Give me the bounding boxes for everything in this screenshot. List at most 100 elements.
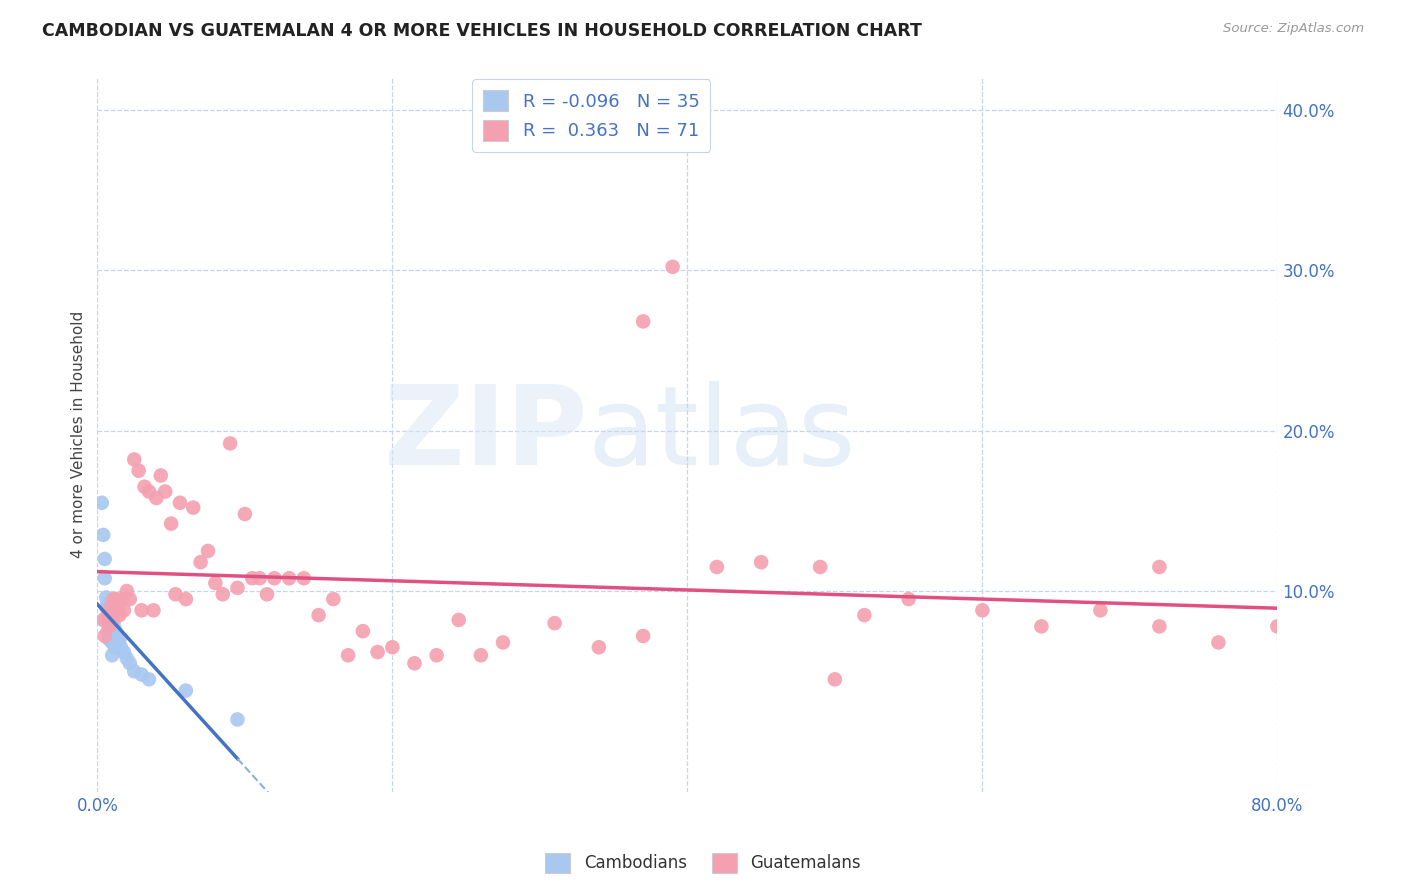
Point bbox=[101, 613, 124, 627]
Point bbox=[190, 555, 212, 569]
Point bbox=[96, 591, 118, 605]
Point bbox=[367, 645, 389, 659]
Point bbox=[308, 608, 330, 623]
Point bbox=[972, 603, 994, 617]
Point bbox=[122, 665, 145, 679]
Point bbox=[100, 608, 122, 623]
Point bbox=[588, 640, 610, 655]
Point bbox=[104, 640, 127, 655]
Point bbox=[226, 713, 249, 727]
Point bbox=[93, 552, 115, 566]
Point bbox=[256, 587, 278, 601]
Point bbox=[233, 507, 256, 521]
Point bbox=[426, 648, 449, 663]
Point bbox=[1149, 560, 1171, 574]
Point bbox=[219, 436, 242, 450]
Point bbox=[97, 624, 120, 639]
Point bbox=[211, 587, 233, 601]
Point bbox=[96, 600, 118, 615]
Point bbox=[112, 603, 135, 617]
Point bbox=[263, 571, 285, 585]
Point bbox=[98, 603, 121, 617]
Point bbox=[103, 592, 125, 607]
Point bbox=[107, 600, 129, 615]
Point bbox=[149, 468, 172, 483]
Point bbox=[661, 260, 683, 274]
Point bbox=[165, 587, 187, 601]
Point bbox=[103, 635, 125, 649]
Point bbox=[131, 667, 153, 681]
Point bbox=[404, 657, 426, 671]
Point bbox=[138, 484, 160, 499]
Point bbox=[749, 555, 772, 569]
Point bbox=[96, 613, 118, 627]
Point bbox=[104, 603, 127, 617]
Point bbox=[105, 629, 128, 643]
Y-axis label: 4 or more Vehicles in Household: 4 or more Vehicles in Household bbox=[72, 311, 86, 558]
Point bbox=[174, 683, 197, 698]
Point bbox=[352, 624, 374, 639]
Point bbox=[97, 608, 120, 623]
Point bbox=[197, 544, 219, 558]
Point bbox=[118, 657, 141, 671]
Point bbox=[808, 560, 831, 574]
Point bbox=[101, 613, 124, 627]
Point bbox=[204, 576, 226, 591]
Text: Source: ZipAtlas.com: Source: ZipAtlas.com bbox=[1223, 22, 1364, 36]
Point bbox=[100, 629, 122, 643]
Point bbox=[134, 480, 156, 494]
Point bbox=[97, 608, 120, 623]
Point bbox=[98, 619, 121, 633]
Point bbox=[101, 648, 124, 663]
Point bbox=[91, 613, 114, 627]
Point bbox=[90, 496, 112, 510]
Point bbox=[131, 603, 153, 617]
Point bbox=[292, 571, 315, 585]
Point bbox=[115, 651, 138, 665]
Point bbox=[492, 635, 515, 649]
Point bbox=[110, 640, 132, 655]
Point bbox=[706, 560, 728, 574]
Point bbox=[174, 592, 197, 607]
Point bbox=[278, 571, 301, 585]
Point bbox=[1208, 635, 1230, 649]
Point bbox=[853, 608, 876, 623]
Point bbox=[115, 584, 138, 599]
Point bbox=[98, 616, 121, 631]
Point bbox=[101, 635, 124, 649]
Point bbox=[103, 616, 125, 631]
Point bbox=[1149, 619, 1171, 633]
Point bbox=[100, 600, 122, 615]
Point bbox=[160, 516, 183, 531]
Point bbox=[322, 592, 344, 607]
Point bbox=[93, 629, 115, 643]
Point bbox=[226, 581, 249, 595]
Text: CAMBODIAN VS GUATEMALAN 4 OR MORE VEHICLES IN HOUSEHOLD CORRELATION CHART: CAMBODIAN VS GUATEMALAN 4 OR MORE VEHICL… bbox=[42, 22, 922, 40]
Point bbox=[824, 673, 846, 687]
Point bbox=[98, 632, 121, 647]
Point bbox=[543, 616, 565, 631]
Point bbox=[111, 592, 134, 607]
Point bbox=[470, 648, 492, 663]
Point bbox=[169, 496, 191, 510]
Point bbox=[138, 673, 160, 687]
Point bbox=[91, 528, 114, 542]
Point bbox=[337, 648, 360, 663]
Legend: R = -0.096   N = 35, R =  0.363   N = 71: R = -0.096 N = 35, R = 0.363 N = 71 bbox=[472, 79, 710, 152]
Point bbox=[447, 613, 470, 627]
Point bbox=[112, 645, 135, 659]
Point bbox=[631, 314, 654, 328]
Point bbox=[105, 592, 128, 607]
Point bbox=[249, 571, 271, 585]
Point bbox=[142, 603, 165, 617]
Point bbox=[240, 571, 263, 585]
Point bbox=[118, 592, 141, 607]
Point bbox=[122, 452, 145, 467]
Point bbox=[153, 484, 176, 499]
Point bbox=[107, 635, 129, 649]
Point bbox=[108, 608, 131, 623]
Point bbox=[1090, 603, 1112, 617]
Point bbox=[97, 597, 120, 611]
Point bbox=[104, 623, 127, 637]
Point bbox=[181, 500, 204, 515]
